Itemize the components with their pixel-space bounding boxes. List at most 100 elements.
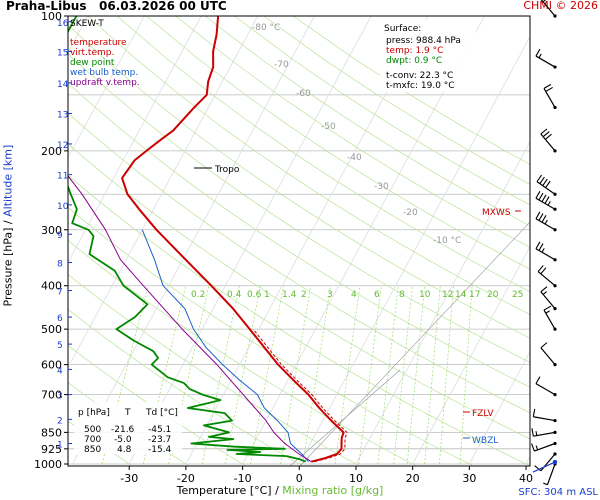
series-wet-bulb-temp- — [141, 229, 309, 463]
table-cell: -23.7 — [148, 435, 171, 445]
altitude-tick-label: 8 — [57, 260, 63, 270]
mixing-ratio-line — [168, 285, 210, 465]
x-tick-label: 20 — [406, 472, 420, 485]
barb-shaft — [540, 291, 556, 310]
altitude-tick-label: 11 — [57, 172, 68, 182]
barb-flag — [542, 131, 550, 138]
legend-wet-bulb: wet bulb temp. — [70, 68, 138, 78]
y-tick-label: 850 — [41, 426, 62, 439]
barb-flag — [544, 196, 550, 204]
chart-series — [68, 16, 348, 463]
x-axis-title: Temperature [°C] / Mixing ratio [g/kg] — [0, 484, 560, 497]
mixing-ratio-line — [377, 285, 399, 465]
surface-tconv: t-conv: 22.3 °C — [386, 71, 453, 81]
wind-barb — [531, 441, 557, 452]
barb-flag — [535, 241, 541, 250]
dry-adiabat — [204, 16, 530, 227]
isotherm-label: -70 — [274, 60, 289, 70]
barb-dot — [553, 65, 557, 69]
series-temperature — [121, 16, 345, 463]
altitude-tick-label: 13 — [57, 110, 68, 120]
barb-flag — [541, 248, 545, 253]
y-tick-label: 925 — [41, 443, 62, 456]
reference-line — [289, 369, 401, 466]
barb-flag — [535, 48, 541, 57]
surface-tmxfc: t-mxfc: 19.0 °C — [386, 81, 455, 91]
y-tick-label: 100 — [41, 10, 62, 23]
isotherm-label: -20 — [403, 208, 418, 218]
wind-barb — [536, 174, 557, 196]
y-tick-label: 400 — [41, 280, 62, 293]
barb-dot — [553, 14, 557, 18]
barb-shaft — [533, 431, 556, 437]
wbzl-label: WBZL — [472, 436, 498, 446]
barb-dot — [553, 192, 557, 196]
barb-flag — [541, 215, 547, 223]
dry-adiabat — [68, 53, 530, 363]
station-name: Praha-Libus — [6, 0, 87, 13]
mixing-ratio-line — [439, 285, 454, 465]
mixing-ratio-line — [224, 285, 261, 465]
altitude-tick-label: 9 — [57, 231, 63, 241]
table-cell: -21.6 — [111, 425, 135, 435]
barb-dot — [553, 327, 557, 331]
barb-dot — [553, 207, 557, 211]
mixing-ratio-line — [101, 285, 149, 465]
barb-shaft — [534, 442, 556, 452]
barb-flag — [534, 465, 542, 472]
barb-flag — [535, 445, 539, 451]
mixing-ratio-label: 17 — [469, 290, 480, 300]
dry-adiabat — [68, 239, 418, 466]
y-title-pressure: Pressure [hPa] — [1, 227, 15, 307]
isotherm-label: -30 — [374, 182, 389, 192]
mixing-ratio-line — [334, 285, 361, 465]
mixing-ratio-line — [142, 285, 187, 465]
mixing-ratio-label: 1.4 — [282, 290, 297, 300]
y-title-separator: / — [1, 216, 15, 228]
barb-flag — [535, 191, 541, 199]
legend-temperature: temperature — [70, 38, 127, 48]
x-title-separator: / — [271, 484, 283, 497]
isotherm-label: -10 °C — [433, 236, 461, 246]
mxws-label: MXWS — [482, 208, 511, 218]
chart-axes: 0.2 0.4 0.6 1 1.4 2 3 4 6 8 10 12 14 17 20 25-30 -20 -10 0… — [34, 10, 533, 485]
isotherm-line — [525, 455, 530, 465]
barb-shaft — [540, 347, 556, 365]
chart-legend: SKEW-T temperature virt.temp. dew point … — [70, 19, 140, 88]
y-tick-label: 700 — [41, 389, 62, 402]
series-virt-temp — [252, 328, 348, 463]
wind-barb — [540, 286, 557, 311]
mixing-ratio-line — [406, 285, 426, 465]
x-tick-label: -10 — [234, 472, 252, 485]
dry-adiabat — [68, 274, 361, 466]
legend-virt-temp: virt.temp. — [70, 48, 114, 58]
barb-shaft — [540, 133, 556, 152]
barb-flag — [535, 376, 541, 384]
table-cell: 4.8 — [117, 445, 132, 455]
barb-dot — [553, 393, 557, 397]
wind-barb — [535, 191, 557, 211]
barb-flag — [540, 267, 547, 275]
isotherm-label: -40 — [347, 153, 362, 163]
barb-flag — [538, 192, 544, 201]
wind-barbs — [531, 0, 558, 486]
altitude-tick-label: 1 — [57, 441, 63, 451]
barb-flag — [536, 174, 543, 182]
wind-barb — [535, 241, 557, 262]
table-cell: -5.0 — [114, 435, 132, 445]
barb-flag — [545, 133, 552, 140]
isotherm-line — [68, 16, 145, 159]
dry-adiabat — [234, 16, 530, 206]
dry-adiabat — [87, 16, 530, 316]
barb-flag — [538, 53, 542, 59]
isotherm-line — [68, 16, 259, 369]
barb-dot — [553, 307, 557, 311]
barb-flag — [542, 178, 548, 186]
wind-barb — [534, 452, 557, 472]
x-tick-label: 40 — [519, 472, 533, 485]
wind-barb — [537, 265, 557, 288]
barb-shaft — [536, 181, 556, 195]
barb-flag — [535, 431, 538, 436]
y-tick-label: 1000 — [34, 458, 62, 471]
